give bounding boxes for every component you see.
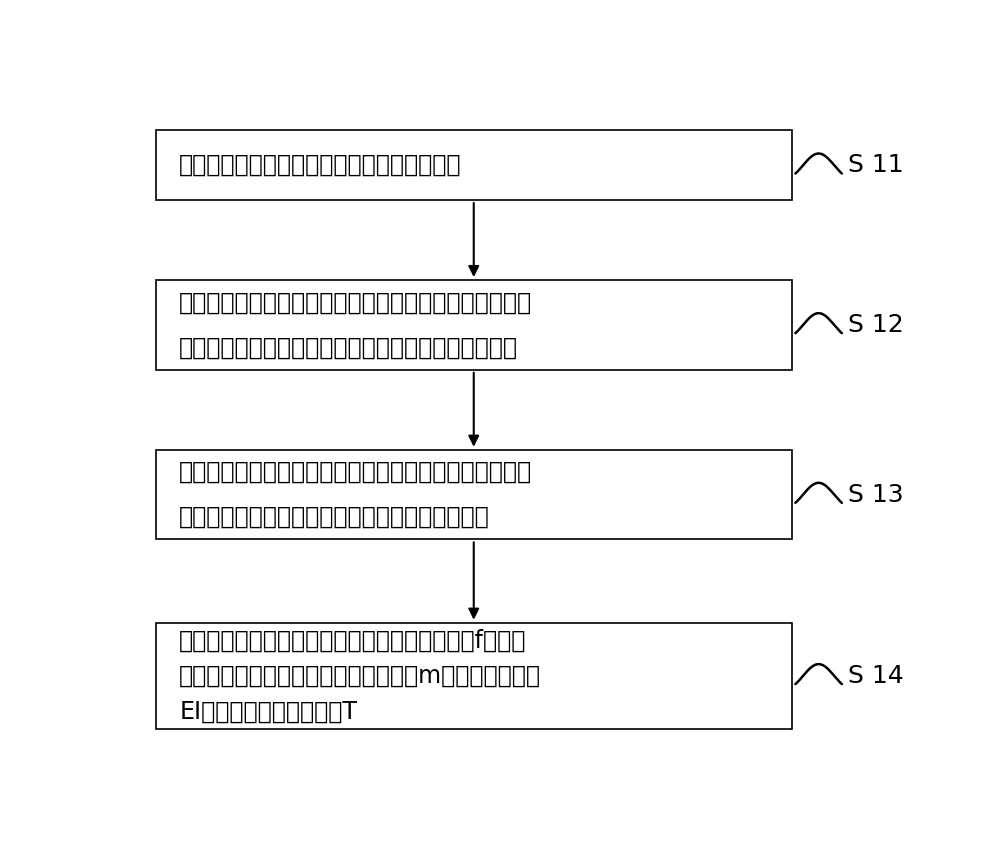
Text: S 13: S 13 [848,482,904,506]
Text: 置一个加速度传感器，通过加速度传感器获取振动数据: 置一个加速度传感器，通过加速度传感器获取振动数据 [179,335,518,359]
Text: 根据振型幅值，结合振型曲线所对应的振动频率f以及测: 根据振型幅值，结合振型曲线所对应的振动频率f以及测 [179,628,527,652]
Text: EI，求解测试结构的索力T: EI，求解测试结构的索力T [179,699,357,723]
Text: S 11: S 11 [848,153,904,177]
Bar [156,130,792,200]
Text: 在子结构单元上等间隔设置多个测试点，每个测试点上设: 在子结构单元上等间隔设置多个测试点，每个测试点上设 [179,290,532,314]
Text: 线，并从振型曲线上提取每个测试点处的振型幅值: 线，并从振型曲线上提取每个测试点处的振型幅值 [179,505,490,529]
Bar [156,280,792,370]
Text: 试结构的已知参数：单位索体长度质量m、截面抗弯刚度: 试结构的已知参数：单位索体长度质量m、截面抗弯刚度 [179,664,541,688]
Text: 从预测试的测试结构上取部分作为子结构单元: 从预测试的测试结构上取部分作为子结构单元 [179,153,462,177]
Text: S 14: S 14 [848,664,904,688]
Text: 基于振动数据，通过模态分析，得到子结构单元的振型曲: 基于振动数据，通过模态分析，得到子结构单元的振型曲 [179,460,532,484]
Text: S 12: S 12 [848,313,904,337]
Bar [156,449,792,539]
Bar [156,623,792,729]
